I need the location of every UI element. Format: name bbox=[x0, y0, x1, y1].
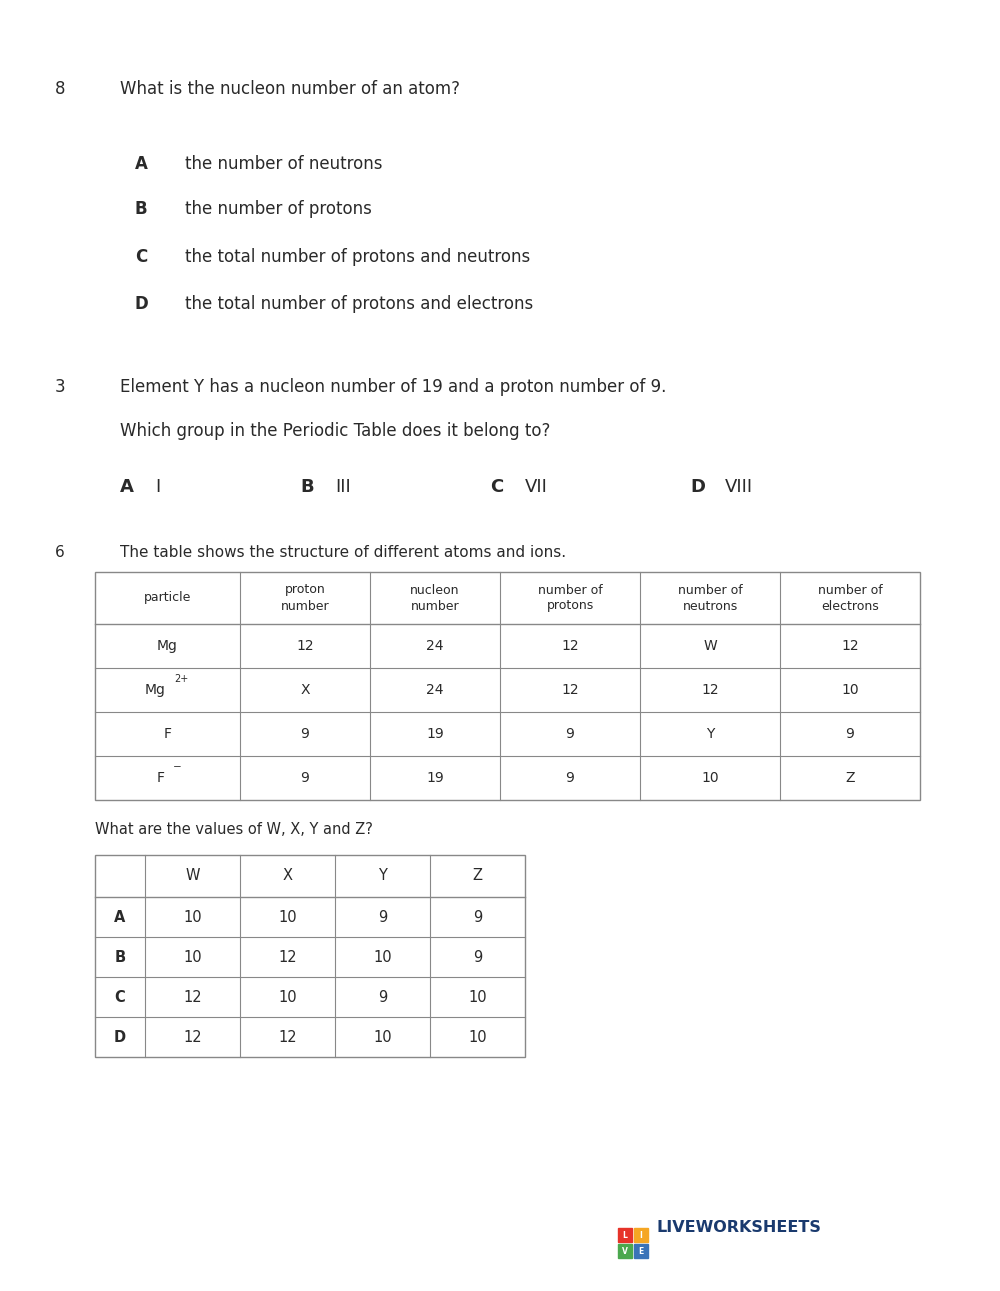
Text: 2+: 2+ bbox=[174, 674, 189, 684]
Bar bbox=[634, 1245, 648, 1257]
Text: 12: 12 bbox=[296, 639, 314, 653]
Text: A: A bbox=[120, 478, 134, 496]
Text: Mg: Mg bbox=[157, 639, 178, 653]
Text: 12: 12 bbox=[841, 639, 859, 653]
Text: LIVEWORKSHEETS: LIVEWORKSHEETS bbox=[656, 1220, 821, 1235]
Text: B: B bbox=[300, 478, 314, 496]
Text: 9: 9 bbox=[566, 771, 574, 785]
Text: 8: 8 bbox=[55, 80, 66, 98]
Text: 12: 12 bbox=[183, 1029, 202, 1044]
Text: 12: 12 bbox=[278, 1029, 297, 1044]
Text: 10: 10 bbox=[468, 989, 487, 1004]
Text: 12: 12 bbox=[701, 683, 719, 697]
Text: B: B bbox=[135, 200, 148, 218]
Text: Z: Z bbox=[845, 771, 855, 785]
Text: Mg: Mg bbox=[145, 683, 166, 697]
Text: Element Y has a nucleon number of 19 and a proton number of 9.: Element Y has a nucleon number of 19 and… bbox=[120, 378, 666, 396]
Bar bbox=[95, 855, 525, 1057]
Text: Y: Y bbox=[706, 727, 714, 741]
Text: 10: 10 bbox=[373, 1029, 392, 1044]
Text: E: E bbox=[638, 1247, 644, 1256]
Text: number of
protons: number of protons bbox=[538, 584, 602, 612]
Text: VII: VII bbox=[525, 478, 548, 496]
Text: III: III bbox=[335, 478, 351, 496]
Text: 12: 12 bbox=[278, 949, 297, 964]
Text: Which group in the Periodic Table does it belong to?: Which group in the Periodic Table does i… bbox=[120, 422, 550, 440]
Text: 12: 12 bbox=[561, 683, 579, 697]
Text: 9: 9 bbox=[473, 909, 482, 924]
Text: 10: 10 bbox=[183, 949, 202, 964]
Text: X: X bbox=[300, 683, 310, 697]
Text: C: C bbox=[490, 478, 503, 496]
Text: V: V bbox=[622, 1247, 628, 1256]
Text: C: C bbox=[135, 248, 147, 266]
Text: X: X bbox=[283, 869, 292, 883]
Text: −: − bbox=[173, 762, 182, 772]
Text: the number of protons: the number of protons bbox=[185, 200, 372, 218]
Text: 10: 10 bbox=[278, 989, 297, 1004]
Text: number of
electrons: number of electrons bbox=[818, 584, 882, 612]
Text: L: L bbox=[623, 1230, 627, 1239]
Text: 12: 12 bbox=[183, 989, 202, 1004]
Text: What are the values of W, X, Y and Z?: What are the values of W, X, Y and Z? bbox=[95, 822, 373, 837]
Text: C: C bbox=[115, 989, 125, 1004]
Text: A: A bbox=[114, 909, 126, 924]
Text: nucleon
number: nucleon number bbox=[410, 584, 460, 612]
Text: 24: 24 bbox=[426, 639, 444, 653]
Text: 9: 9 bbox=[846, 727, 854, 741]
Bar bbox=[634, 1228, 648, 1242]
Bar bbox=[618, 1228, 632, 1242]
Text: the total number of protons and neutrons: the total number of protons and neutrons bbox=[185, 248, 530, 266]
Text: the total number of protons and electrons: the total number of protons and electron… bbox=[185, 296, 533, 312]
Text: 3: 3 bbox=[55, 378, 66, 396]
Text: W: W bbox=[703, 639, 717, 653]
Text: 10: 10 bbox=[373, 949, 392, 964]
Text: B: B bbox=[114, 949, 126, 964]
Text: the number of neutrons: the number of neutrons bbox=[185, 155, 382, 173]
Text: 9: 9 bbox=[378, 989, 387, 1004]
Text: 10: 10 bbox=[841, 683, 859, 697]
Text: 9: 9 bbox=[301, 771, 309, 785]
Text: 19: 19 bbox=[426, 727, 444, 741]
Text: 10: 10 bbox=[468, 1029, 487, 1044]
Text: D: D bbox=[114, 1029, 126, 1044]
Text: F: F bbox=[156, 771, 164, 785]
Text: 10: 10 bbox=[278, 909, 297, 924]
Text: proton
number: proton number bbox=[281, 584, 329, 612]
Text: W: W bbox=[185, 869, 200, 883]
Text: particle: particle bbox=[144, 591, 191, 604]
Text: I: I bbox=[155, 478, 160, 496]
Text: 12: 12 bbox=[561, 639, 579, 653]
Text: 9: 9 bbox=[473, 949, 482, 964]
Text: D: D bbox=[690, 478, 705, 496]
Text: 6: 6 bbox=[55, 545, 65, 560]
Text: D: D bbox=[135, 296, 149, 312]
Text: 9: 9 bbox=[566, 727, 574, 741]
Text: 10: 10 bbox=[701, 771, 719, 785]
Text: A: A bbox=[135, 155, 148, 173]
Text: number of
neutrons: number of neutrons bbox=[678, 584, 742, 612]
Text: I: I bbox=[640, 1230, 642, 1239]
Text: 9: 9 bbox=[378, 909, 387, 924]
Text: 24: 24 bbox=[426, 683, 444, 697]
Text: Y: Y bbox=[378, 869, 387, 883]
Bar bbox=[618, 1245, 632, 1257]
Text: 9: 9 bbox=[301, 727, 309, 741]
Text: Z: Z bbox=[473, 869, 483, 883]
Text: 19: 19 bbox=[426, 771, 444, 785]
Bar bbox=[95, 572, 920, 800]
Text: What is the nucleon number of an atom?: What is the nucleon number of an atom? bbox=[120, 80, 460, 98]
Text: F: F bbox=[164, 727, 172, 741]
Text: The table shows the structure of different atoms and ions.: The table shows the structure of differe… bbox=[120, 545, 566, 560]
Text: 10: 10 bbox=[183, 909, 202, 924]
Text: VIII: VIII bbox=[725, 478, 753, 496]
